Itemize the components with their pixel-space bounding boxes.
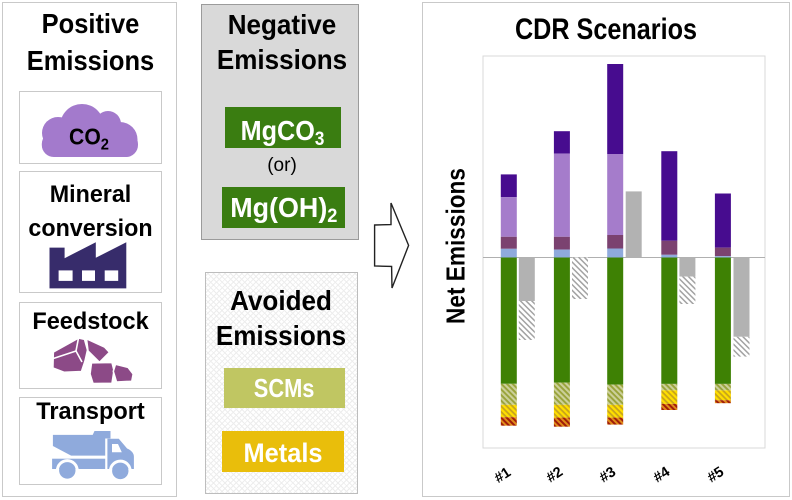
svg-text:#3: #3 [597, 464, 619, 486]
svg-text:CO2: CO2 [69, 124, 109, 154]
svg-text:#2: #2 [544, 464, 566, 486]
svg-text:#4: #4 [651, 464, 673, 486]
svg-text:#1: #1 [492, 465, 514, 487]
svg-text:#5: #5 [705, 464, 727, 486]
